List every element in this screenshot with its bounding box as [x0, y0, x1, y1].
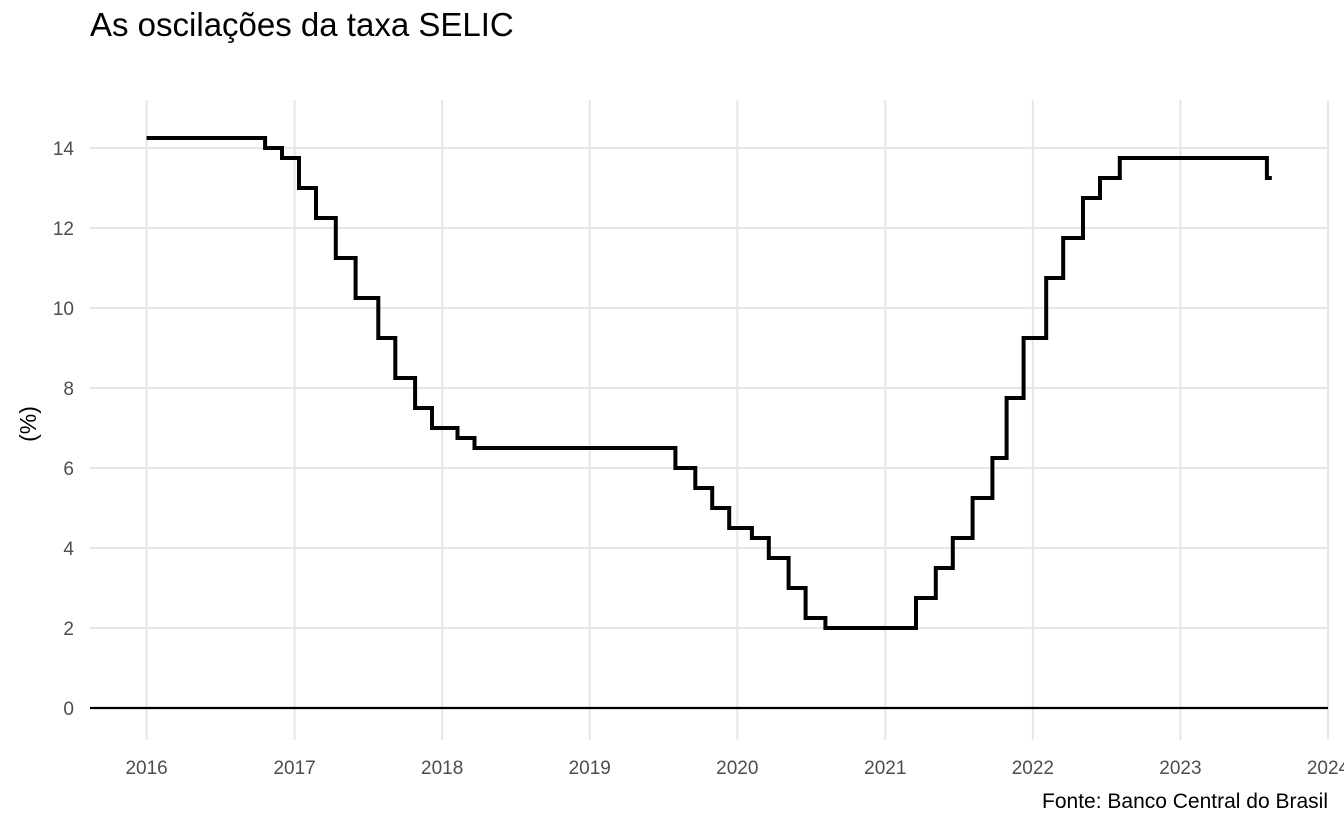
selic-step-line	[146, 136, 1272, 630]
y-tick-label: 14	[53, 139, 75, 160]
y-tick-label: 10	[53, 299, 74, 320]
y-tick-label: 4	[63, 539, 74, 560]
y-tick-label: 6	[63, 459, 74, 480]
chart-title: As oscilações da taxa SELIC	[90, 6, 514, 43]
x-tick-label: 2019	[569, 758, 611, 779]
axis-labels: 0 2 4 6 8 10 12 14 2016 2017 2018 2019 2020 2021 2022 2…	[53, 139, 1344, 779]
x-tick-label: 2022	[1012, 758, 1054, 779]
y-axis-title: (%)	[15, 406, 41, 442]
x-tick-label: 2024	[1307, 758, 1344, 779]
x-tick-label: 2016	[125, 758, 167, 779]
chart-caption: Fonte: Banco Central do Brasil	[1042, 790, 1328, 813]
x-tick-label: 2018	[421, 758, 463, 779]
y-tick-label: 0	[63, 699, 74, 720]
x-tick-label: 2021	[864, 758, 906, 779]
series-layer	[146, 136, 1272, 630]
y-tick-label: 12	[53, 219, 74, 240]
x-tick-label: 2023	[1159, 758, 1201, 779]
x-tick-label: 2017	[273, 758, 315, 779]
x-tick-label: 2020	[716, 758, 758, 779]
grid	[90, 100, 1329, 740]
y-tick-label: 2	[63, 619, 74, 640]
y-tick-label: 8	[63, 379, 74, 400]
